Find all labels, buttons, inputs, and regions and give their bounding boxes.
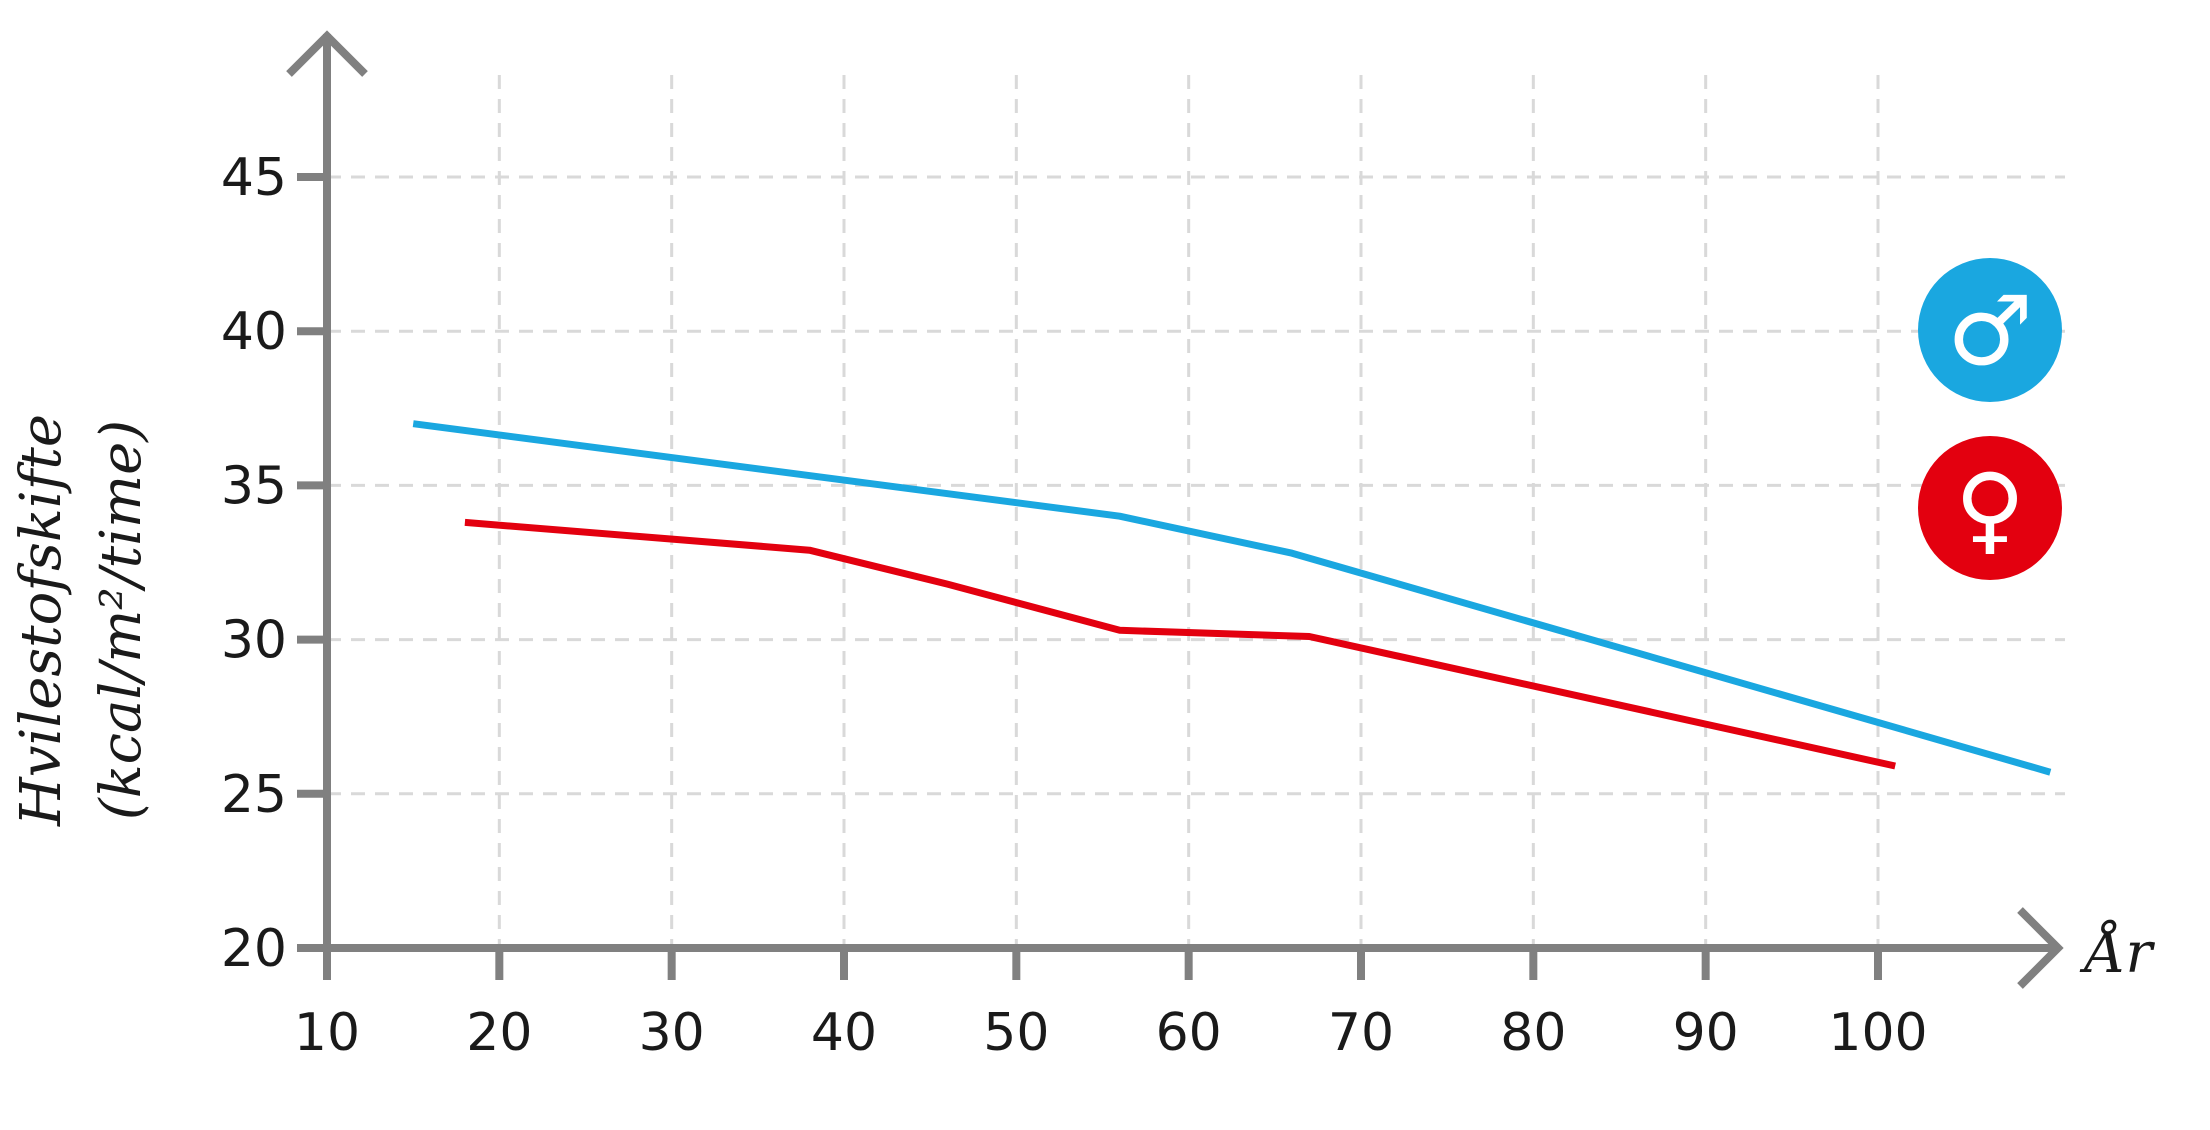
series-line-female <box>464 518 1896 770</box>
x-tick-label: 70 <box>1328 1003 1394 1063</box>
y-axis-title: Hvilestofskifte (kcal/m²/time) <box>9 414 154 827</box>
y-axis-arrow <box>286 30 368 77</box>
gridlines <box>327 75 2065 948</box>
x-tick-label: 30 <box>639 1003 705 1063</box>
x-axis-title: År <box>2079 919 2155 986</box>
female-symbol-icon: ♀ <box>1955 453 2025 565</box>
x-tick-label: 80 <box>1500 1003 1566 1063</box>
x-tick-label: 100 <box>1828 1003 1927 1063</box>
x-axis-arrow <box>2017 907 2064 989</box>
male-legend-badge <box>1918 258 2062 402</box>
x-tick-label: 40 <box>811 1003 877 1063</box>
series-lines <box>412 420 2052 776</box>
x-tick-label: 20 <box>466 1003 532 1063</box>
y-tick-label: 30 <box>221 611 287 671</box>
x-axis-ticks: 10 20 30 40 50 60 70 80 90 100 <box>294 948 1928 1063</box>
male-symbol-icon: ♂ <box>1947 275 2033 387</box>
female-legend-badge <box>1918 436 2062 580</box>
legend: ♂♀ <box>1918 258 2062 580</box>
series-line-male <box>412 420 2052 776</box>
y-tick-label: 40 <box>221 302 287 362</box>
x-tick-label: 50 <box>983 1003 1049 1063</box>
y-tick-label: 45 <box>221 148 287 208</box>
x-tick-label: 10 <box>294 1003 360 1063</box>
x-tick-label: 90 <box>1673 1003 1739 1063</box>
y-axis-title-line1: Hvilestofskifte <box>9 414 74 827</box>
x-tick-label: 60 <box>1156 1003 1222 1063</box>
y-axis-ticks: 20 25 30 35 40 45 <box>221 148 327 979</box>
y-tick-label: 25 <box>221 765 287 825</box>
y-axis-title-line2: (kcal/m²/time) <box>89 420 154 820</box>
y-tick-label: 35 <box>221 456 287 516</box>
y-tick-label: 20 <box>221 919 287 979</box>
